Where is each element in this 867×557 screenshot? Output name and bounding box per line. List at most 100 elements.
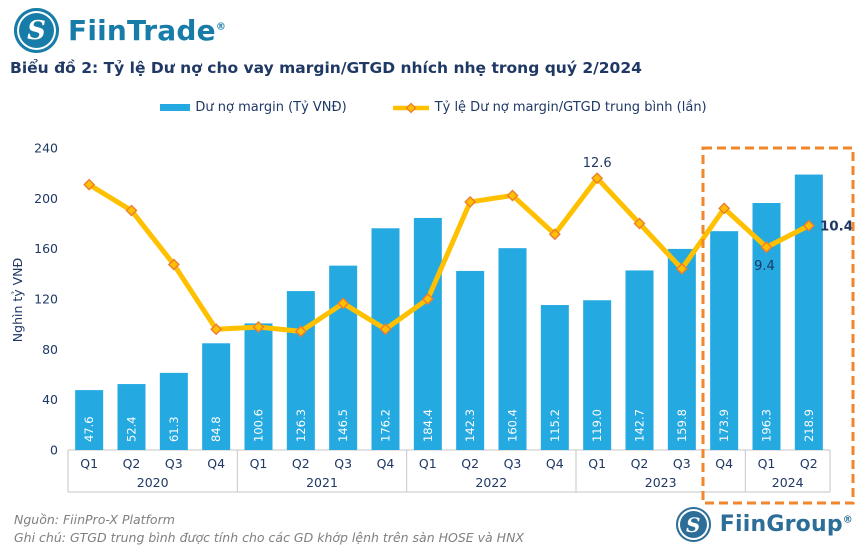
- registered-mark-icon: ®: [842, 514, 853, 526]
- line-value-annotation: 10.4: [820, 219, 853, 235]
- line-marker-diamond: [337, 297, 350, 310]
- fiintrade-logo: S FiinTrade®: [14, 8, 226, 53]
- line-marker-diamond: [675, 262, 688, 275]
- bar-value-label: 184.4: [421, 409, 435, 442]
- y-tick-label: 160: [34, 241, 58, 256]
- chart-bar: [371, 228, 400, 450]
- line-series-swatch: [392, 102, 429, 113]
- bar-value-label: 146.5: [336, 409, 350, 442]
- quarter-label: Q2: [800, 456, 818, 471]
- chart-bar: [75, 390, 104, 450]
- legend-label-line: Tỷ lệ Dư nợ margin/GTGD trung bình (lần): [434, 100, 707, 115]
- line-marker-diamond: [294, 325, 307, 338]
- bar-value-label: 47.6: [82, 416, 96, 442]
- quarter-label: Q1: [758, 456, 776, 471]
- chart-bar: [625, 270, 654, 450]
- chart-bar: [117, 384, 146, 450]
- line-value-annotation: 12.6: [583, 156, 612, 171]
- fiintrade-wordmark: FiinTrade®: [68, 14, 227, 47]
- line-marker-diamond: [718, 202, 731, 215]
- chart-title: Biểu đồ 2: Tỷ lệ Dư nợ cho vay margin/GT…: [10, 59, 642, 77]
- line-marker-diamond: [379, 323, 392, 336]
- bar-value-label: 126.3: [294, 409, 308, 442]
- quarter-label: Q2: [292, 456, 310, 471]
- quarter-label: Q3: [165, 456, 183, 471]
- bar-value-label: 115.2: [548, 409, 562, 442]
- chart-bar: [710, 231, 739, 450]
- legend-item-margin-ratio: Tỷ lệ Dư nợ margin/GTGD trung bình (lần): [392, 100, 707, 115]
- bar-value-label: 142.7: [633, 409, 647, 442]
- quarter-label: Q1: [588, 456, 606, 471]
- chart-bar: [244, 323, 273, 450]
- registered-mark-icon: ®: [215, 21, 227, 33]
- bar-value-label: 173.9: [717, 409, 731, 442]
- bar-value-label: 160.4: [506, 409, 520, 442]
- fiingroup-logo-icon: S: [675, 507, 711, 542]
- line-marker-diamond: [83, 178, 96, 191]
- quarter-label: Q1: [80, 456, 98, 471]
- chart-bar: [498, 248, 527, 450]
- quarter-label: Q3: [334, 456, 352, 471]
- chart-bar: [413, 217, 442, 450]
- footer-notes: Nguồn: FiinPro-X Platform Ghi chú: GTGD …: [14, 511, 524, 547]
- line-marker-diamond: [548, 228, 561, 241]
- bar-value-label: 100.6: [252, 409, 266, 442]
- fiingroup-wordmark: FiinGroup®: [719, 512, 853, 537]
- bar-value-label: 196.3: [760, 409, 774, 442]
- quarter-label: Q4: [377, 456, 395, 471]
- line-marker-diamond: [421, 293, 434, 305]
- bar-value-label: 142.3: [463, 409, 477, 442]
- year-label: 2022: [475, 475, 507, 490]
- bar-series-swatch: [160, 104, 191, 111]
- y-tick-label: 0: [50, 443, 58, 458]
- highlight-box: [701, 146, 855, 505]
- line-marker-diamond: [252, 321, 265, 334]
- line-marker-diamond: [125, 204, 138, 217]
- quarter-label: Q2: [461, 456, 479, 471]
- line-marker-diamond: [464, 195, 477, 208]
- chart-bar: [583, 300, 612, 450]
- y-tick-label: 240: [34, 141, 58, 156]
- chart-bar: [286, 291, 315, 450]
- line-marker-diamond: [760, 241, 773, 254]
- quarter-label: Q1: [419, 456, 437, 471]
- chart-legend: Dư nợ margin (Tỷ VNĐ) Tỷ lệ Dư nợ margin…: [0, 100, 867, 115]
- bar-value-label: 176.2: [379, 409, 393, 442]
- fiingroup-logo: S FiinGroup®: [675, 507, 853, 542]
- bar-value-label: 119.0: [590, 409, 604, 442]
- line-marker-diamond: [591, 172, 604, 185]
- quarter-label: Q4: [207, 456, 225, 471]
- quarter-label: Q4: [546, 456, 564, 471]
- legend-item-margin-balance: Dư nợ margin (Tỷ VNĐ): [160, 100, 347, 115]
- chart-bar: [456, 270, 485, 450]
- fiintrade-logo-icon: S: [14, 8, 59, 53]
- ratio-line: [86, 175, 812, 334]
- quarter-label: Q4: [715, 456, 733, 471]
- year-label: 2020: [137, 475, 169, 490]
- line-marker-diamond: [167, 258, 180, 271]
- chart-bar: [202, 343, 231, 450]
- quarter-label: Q3: [673, 456, 691, 471]
- line-marker-diamond: [802, 219, 815, 232]
- quarter-label: Q2: [631, 456, 649, 471]
- bar-value-label: 52.4: [125, 416, 139, 442]
- source-note: Nguồn: FiinPro-X Platform: [14, 512, 175, 527]
- quarter-label: Q1: [250, 456, 268, 471]
- chart-bar: [667, 248, 696, 450]
- y-tick-label: 120: [34, 292, 58, 307]
- year-label: 2023: [645, 475, 677, 490]
- y-tick-label: 200: [34, 191, 58, 206]
- quarter-label: Q3: [504, 456, 522, 471]
- year-label: 2021: [306, 475, 338, 490]
- chart-bar: [540, 305, 569, 450]
- bar-value-label: 159.8: [675, 409, 689, 442]
- chart-bar: [159, 372, 188, 450]
- margin-lending-chart: 0 40 80 120 160 200 240 Nghìn tỷ VNĐ 47.6 52.4 61.…: [10, 141, 855, 505]
- y-tick-label: 80: [42, 342, 58, 357]
- year-label: 2024: [772, 475, 804, 490]
- legend-label-bar: Dư nợ margin (Tỷ VNĐ): [195, 100, 347, 115]
- line-marker-diamond: [506, 189, 519, 202]
- quarter-label: Q2: [123, 456, 141, 471]
- y-tick-label: 40: [42, 392, 58, 407]
